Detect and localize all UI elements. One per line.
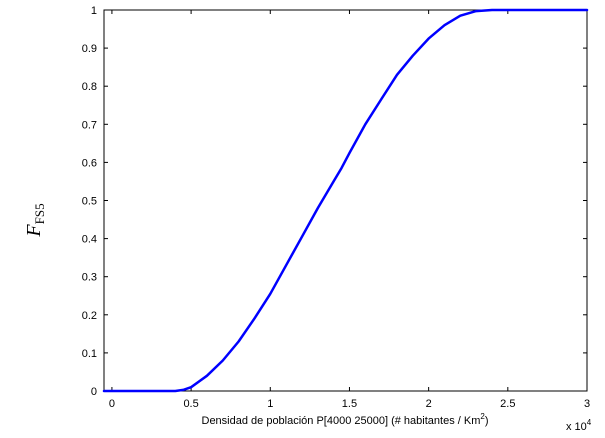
- y-tick-label: 1: [91, 5, 97, 17]
- x-tick-label: 0: [109, 398, 115, 410]
- plot-area-border: [103, 9, 588, 392]
- x-tick-label: 0.5: [183, 398, 198, 410]
- x-axis-label-end: ): [485, 415, 489, 427]
- x-axis-multiplier-base: x 10: [566, 421, 587, 433]
- y-tick-label: 0: [91, 386, 97, 398]
- x-tick-label: 1.5: [342, 398, 357, 410]
- y-tick-label: 0.9: [82, 43, 97, 55]
- x-tick-label: 3: [584, 398, 590, 410]
- x-axis-multiplier: x 104: [566, 418, 592, 433]
- x-tick-label: 1: [267, 398, 273, 410]
- series-layer: [102, 8, 589, 393]
- x-axis-label: Densidad de población P[4000 25000] (# h…: [202, 412, 489, 427]
- y-tick-label: 0.5: [82, 196, 97, 208]
- y-axis-label-main: F: [23, 224, 45, 238]
- y-axis-label-sub: FS5: [32, 203, 47, 224]
- y-tick-label: 0.1: [82, 348, 97, 360]
- y-axis-ticks: 0 0.1 0.2 0.3 0.4 0.5 0.6 0.7 0.8 0.9 1: [82, 5, 587, 398]
- x-axis-multiplier-exp: 4: [587, 418, 592, 427]
- y-tick-label: 0.7: [82, 119, 97, 131]
- y-axis-label: FFS5: [23, 203, 47, 237]
- y-tick-label: 0.8: [82, 81, 97, 93]
- x-axis-ticks: 0 0.5 1 1.5 2 2.5 3: [109, 10, 590, 410]
- y-tick-label: 0.4: [82, 234, 97, 246]
- x-axis-label-sup: 2: [480, 412, 485, 421]
- x-tick-label: 2.5: [500, 398, 515, 410]
- y-tick-label: 0.2: [82, 310, 97, 322]
- y-tick-label: 0.3: [82, 272, 97, 284]
- y-tick-label: 0.6: [82, 157, 97, 169]
- x-tick-label: 2: [426, 398, 432, 410]
- series-line: [102, 8, 589, 393]
- x-axis-label-main: Densidad de población P[4000 25000] (# h…: [202, 415, 481, 427]
